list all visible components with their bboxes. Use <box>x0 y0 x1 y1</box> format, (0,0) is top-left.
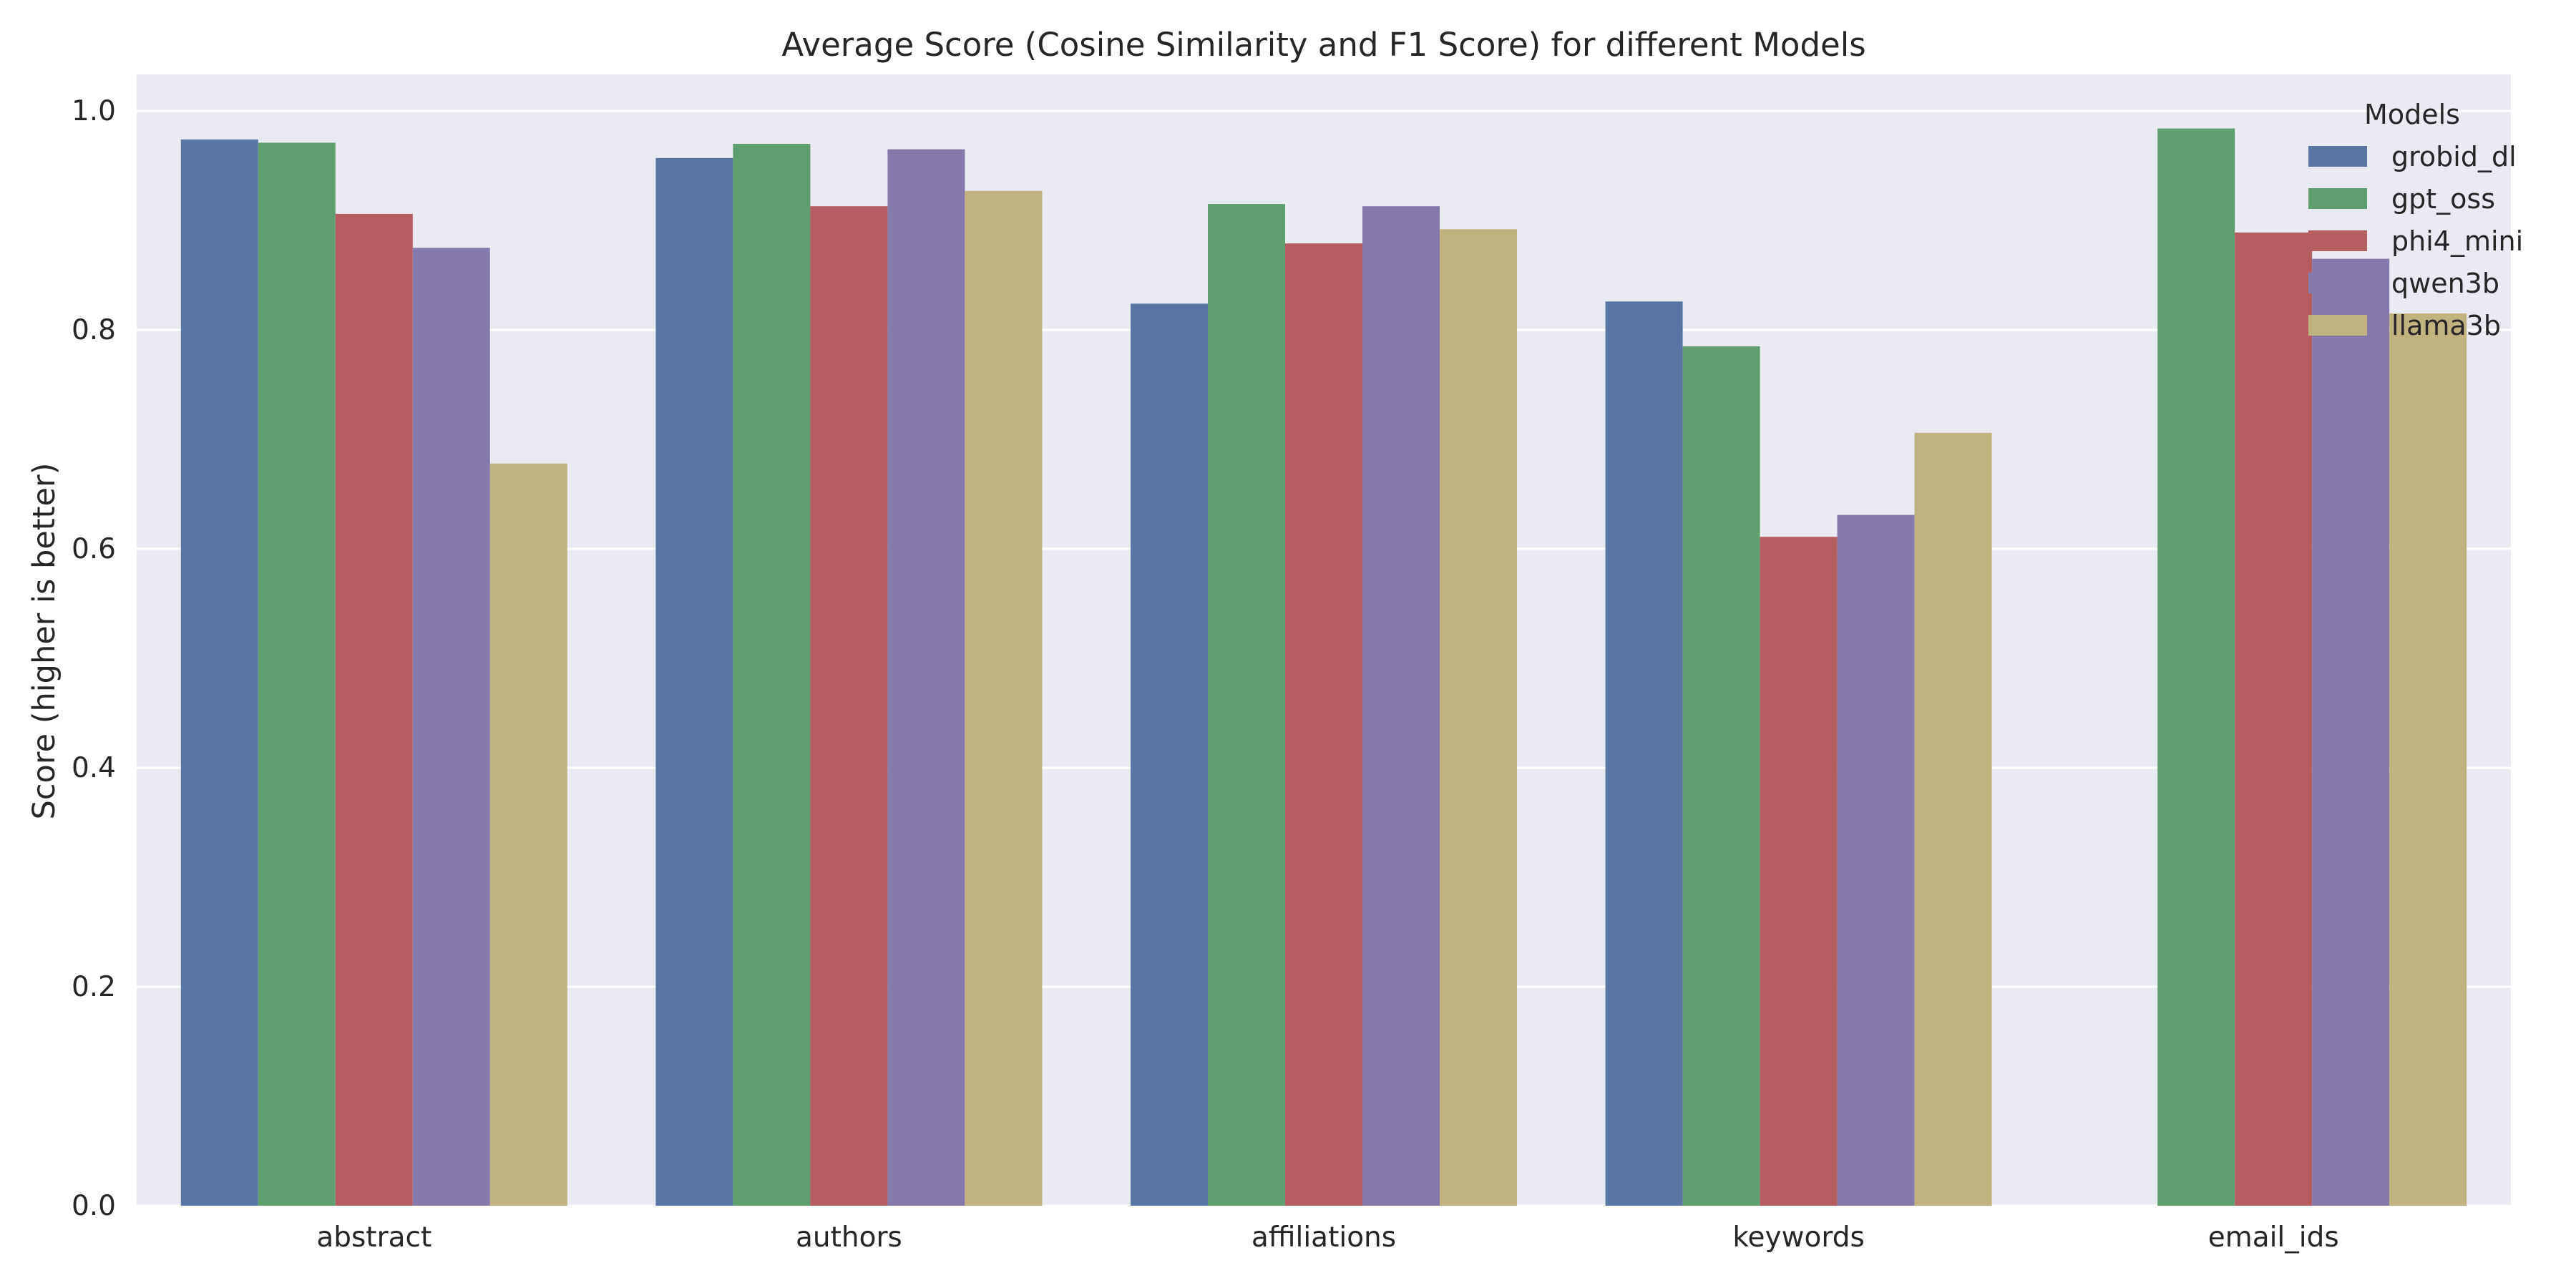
bar-llama3b-keywords <box>1914 432 1992 1206</box>
y-tick-label: 1.0 <box>72 95 116 127</box>
bar-gpt_oss-abstract <box>258 142 336 1206</box>
x-tick-label: keywords <box>1732 1221 1864 1254</box>
legend-label-phi4_mini: phi4_mini <box>2391 225 2523 257</box>
legend-label-gpt_oss: gpt_oss <box>2391 183 2495 215</box>
y-tick-label: 0.8 <box>72 314 116 346</box>
x-tick-label: authors <box>796 1221 902 1254</box>
legend-swatch-phi4_mini <box>2308 230 2367 251</box>
legend-swatch-gpt_oss <box>2308 188 2367 209</box>
legend-title: Models <box>2364 99 2460 130</box>
bar-qwen3b-abstract <box>412 248 490 1206</box>
legend-swatch-qwen3b <box>2308 273 2367 293</box>
y-axis-ticks: 0.0 0.2 0.4 0.6 0.8 1.0 <box>72 95 116 1222</box>
chart-title: Average Score (Cosine Similarity and F1 … <box>781 26 1865 64</box>
bar-phi4_mini-affiliations <box>1285 243 1362 1206</box>
legend: Models grobid_dl gpt_oss phi4_mini qwen3b ll… <box>2308 99 2523 341</box>
y-tick-label: 0.2 <box>72 971 116 1003</box>
legend-label-grobid_dl: grobid_dl <box>2391 141 2517 172</box>
bar-llama3b-authors <box>965 190 1043 1206</box>
x-axis-ticks: abstract authors affiliations keywords email… <box>316 1221 2338 1254</box>
bar-grobid_dl-keywords <box>1605 301 1683 1206</box>
bar-grobid_dl-affiliations <box>1131 303 1208 1206</box>
bar-qwen3b-authors <box>887 149 965 1206</box>
bar-llama3b-email_ids <box>2389 313 2467 1206</box>
legend-label-qwen3b: qwen3b <box>2391 268 2499 299</box>
bar-qwen3b-keywords <box>1837 514 1915 1206</box>
bar-gpt_oss-affiliations <box>1208 204 1285 1206</box>
bar-llama3b-affiliations <box>1440 229 1517 1206</box>
legend-swatch-grobid_dl <box>2308 146 2367 167</box>
x-tick-label: affiliations <box>1252 1221 1396 1254</box>
bar-phi4_mini-email_ids <box>2235 232 2313 1206</box>
bar-qwen3b-email_ids <box>2312 258 2390 1206</box>
bar-grobid_dl-abstract <box>180 139 258 1206</box>
bar-qwen3b-affiliations <box>1362 206 1440 1206</box>
y-tick-label: 0.4 <box>72 752 116 784</box>
bar-gpt_oss-email_ids <box>2157 128 2235 1206</box>
bar-grobid_dl-authors <box>655 157 733 1206</box>
bar-llama3b-abstract <box>489 463 567 1206</box>
bar-phi4_mini-authors <box>810 206 888 1206</box>
y-tick-label: 0.0 <box>72 1190 116 1222</box>
y-tick-label: 0.6 <box>72 533 116 565</box>
bars <box>180 128 2467 1206</box>
x-tick-label: abstract <box>316 1221 431 1254</box>
legend-label-llama3b: llama3b <box>2391 310 2501 341</box>
legend-items: grobid_dl gpt_oss phi4_mini qwen3b llama3b <box>2308 141 2523 341</box>
bar-phi4_mini-keywords <box>1760 537 1838 1206</box>
legend-swatch-llama3b <box>2308 315 2367 336</box>
bar-phi4_mini-abstract <box>335 213 413 1206</box>
bar-gpt_oss-keywords <box>1682 346 1760 1206</box>
x-tick-label: email_ids <box>2208 1221 2339 1254</box>
bar-gpt_oss-authors <box>733 143 811 1206</box>
y-axis-label: Score (higher is better) <box>26 463 62 820</box>
